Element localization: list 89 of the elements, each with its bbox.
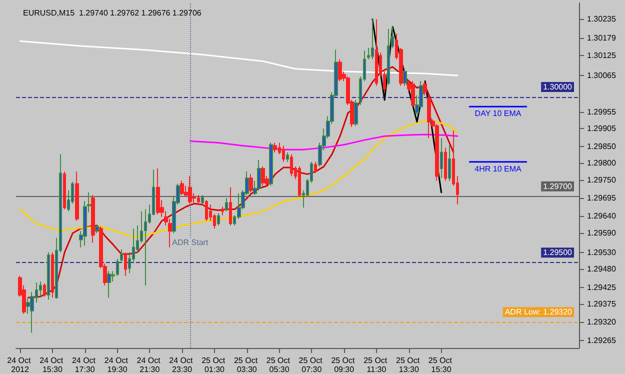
candlestick	[47, 252, 50, 300]
candlestick	[261, 166, 265, 186]
x-tick-label: 24 Oct 15:30	[40, 356, 66, 374]
x-tick-label: 24 Oct 2012	[7, 356, 33, 374]
candlestick	[63, 171, 66, 210]
candlestick	[107, 270, 111, 298]
candlestick	[75, 171, 79, 222]
x-tick-label: 25 Oct 11:30	[364, 356, 390, 374]
candlestick	[51, 252, 54, 298]
y-tick-label: 1.29480	[587, 264, 616, 274]
candlestick	[411, 80, 415, 108]
candlestick	[43, 282, 46, 298]
candlestick	[444, 147, 447, 182]
y-tick-label: 1.30235	[587, 14, 616, 24]
candlestick	[144, 208, 147, 286]
x-tick-label: 25 Oct 05:30	[266, 356, 292, 374]
candlestick	[257, 159, 261, 191]
y-tick-label: 1.29530	[587, 248, 616, 258]
x-tick-label: 25 Oct 13:30	[396, 356, 422, 374]
y-tick-label: 1.29800	[587, 158, 616, 168]
y-tick-label: 1.29905	[587, 124, 616, 133]
candlestick	[269, 142, 273, 186]
candlestick	[95, 224, 99, 234]
x-tick-label: 25 Oct 09:30	[331, 356, 357, 374]
x-tick-label: 24 Oct 19:30	[104, 356, 130, 374]
x-tick-label: 25 Oct 01:30	[202, 356, 228, 374]
y-tick-label: 1.29850	[587, 142, 616, 152]
y-tick-label: 1.29590	[587, 228, 616, 238]
candlestick	[116, 258, 119, 276]
candlestick	[120, 248, 123, 262]
y-tick-label: 1.29265	[587, 336, 616, 345]
y-tick-label: 1.29955	[587, 107, 616, 116]
candlestick	[205, 200, 208, 222]
ref-line-label: 1.29500	[543, 248, 573, 258]
candlestick	[427, 94, 431, 139]
candlestick	[201, 194, 204, 206]
candlestick	[180, 180, 184, 196]
line-series	[19, 120, 458, 238]
candlestick	[225, 198, 228, 212]
candlestick	[124, 252, 127, 276]
candlestick	[249, 174, 253, 193]
candlestick	[423, 80, 427, 96]
candlestick	[188, 176, 192, 204]
ref-line-label: 1.29700	[543, 182, 573, 191]
candlestick	[371, 18, 374, 60]
line-series	[19, 40, 458, 76]
candlestick	[314, 161, 317, 174]
candlestick	[375, 18, 378, 86]
series-label: DAY 10 EMA	[474, 109, 522, 118]
candlestick	[282, 145, 285, 162]
candlestick	[354, 100, 358, 126]
y-tick-label: 1.29695	[587, 194, 616, 203]
candlestick	[298, 166, 301, 198]
candlestick	[338, 58, 342, 82]
x-tick-label: 24 Oct 21:30	[136, 356, 163, 374]
x-tick-label: 25 Oct 07:30	[298, 356, 325, 374]
candlestick	[448, 144, 451, 182]
x-tick-label: 25 Oct 15:30	[428, 356, 454, 374]
candlestick	[403, 68, 407, 86]
candlestick	[286, 152, 289, 162]
line-series	[27, 66, 454, 298]
candlestick	[440, 138, 443, 179]
y-tick-label: 1.29750	[587, 175, 616, 184]
annotation: ADR Start	[172, 238, 209, 248]
candlestick	[217, 212, 220, 226]
candlestick	[91, 194, 95, 244]
y-tick-label: 1.29640	[587, 212, 616, 221]
x-tick-label: 24 Oct 17:30	[72, 356, 98, 374]
x-tick-label: 25 Oct 03:30	[234, 356, 260, 374]
candlestick	[273, 142, 277, 153]
series-label: 4HR 10 EMA	[474, 164, 522, 174]
y-tick-label: 1.30065	[587, 71, 616, 80]
y-tick-label: 1.30125	[587, 51, 616, 60]
candlestick	[435, 123, 439, 182]
candlestick	[229, 186, 232, 226]
candlestick	[156, 168, 160, 215]
candlestick	[221, 206, 224, 216]
y-tick-label: 1.30179	[587, 33, 616, 42]
line-series	[189, 134, 458, 150]
ref-line-label: ADR Low: 1.29320	[504, 308, 573, 317]
x-tick-label: 24 Oct 23:30	[169, 356, 195, 374]
ref-line-label: 1.30000	[543, 82, 573, 92]
candlestick	[290, 154, 293, 177]
y-tick-label: 1.29425	[587, 282, 616, 292]
y-tick-label: 1.29375	[587, 299, 616, 308]
y-tick-label: 1.29320	[587, 318, 616, 327]
text: EURUSD,M15 1.29740 1.29762 1.29676 1.29706	[23, 8, 202, 18]
candlestick	[387, 28, 390, 86]
candlestick	[383, 71, 386, 92]
